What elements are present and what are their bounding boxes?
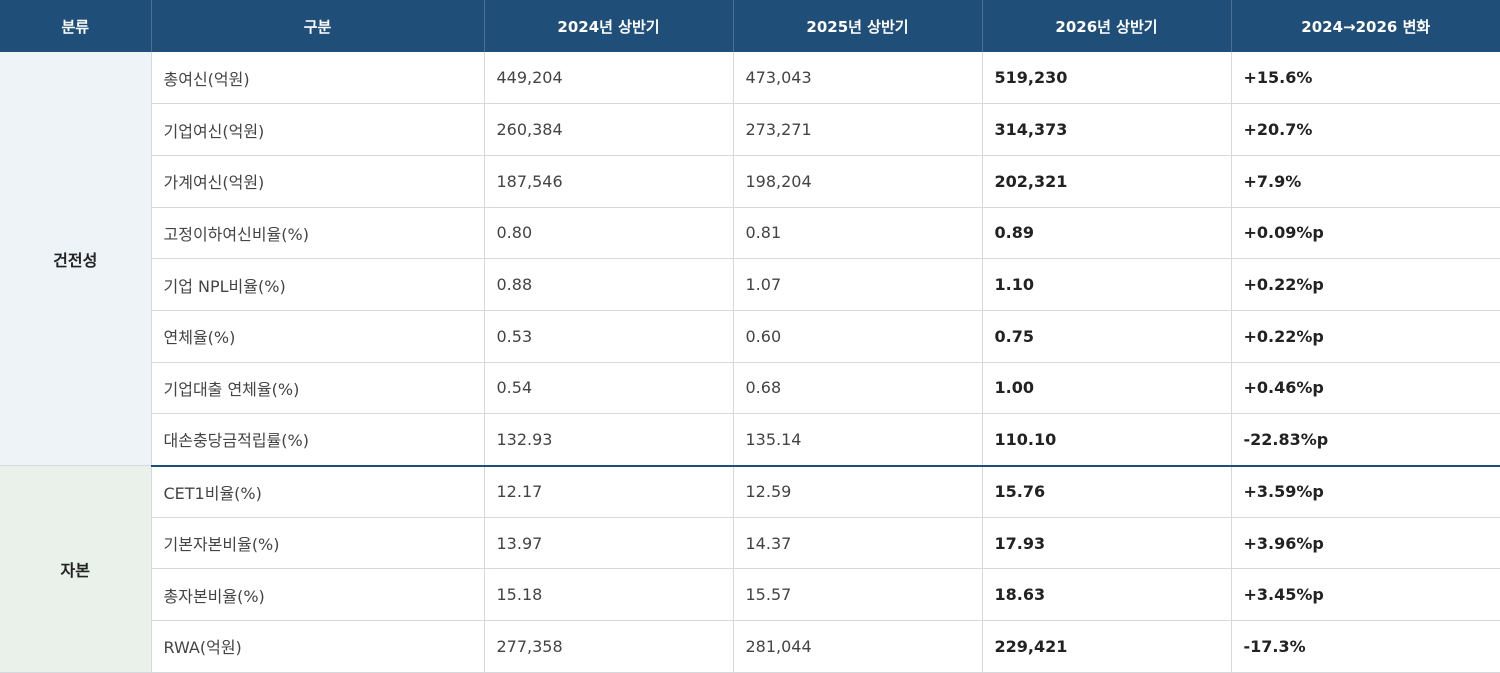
change-value: +7.9% — [1231, 155, 1500, 208]
value-2025h1: 12.59 — [733, 465, 983, 518]
value-2024h1: 15.18 — [484, 568, 734, 622]
value-2025h1: 273,271 — [733, 103, 983, 156]
value-2024h1: 0.53 — [484, 310, 734, 363]
value-2024h1: 0.80 — [484, 207, 734, 260]
item-label: 기업대출 연체율(%) — [151, 362, 485, 415]
value-2025h1: 198,204 — [733, 155, 983, 208]
item-label: 고정이하여신비율(%) — [151, 207, 485, 260]
value-2024h1: 12.17 — [484, 465, 734, 518]
item-label: 대손충당금적립률(%) — [151, 413, 485, 467]
table-row: 고정이하여신비율(%) 0.80 0.81 0.89 +0.09%p — [0, 207, 1500, 260]
item-label: 총자본비율(%) — [151, 568, 485, 622]
value-2025h1: 0.68 — [733, 362, 983, 415]
table-row: 총자본비율(%) 15.18 15.57 18.63 +3.45%p — [0, 568, 1500, 622]
header-change: 2024→2026 변화 — [1231, 0, 1500, 52]
value-2026h1: 0.75 — [982, 310, 1232, 363]
change-value: -17.3% — [1231, 620, 1500, 673]
value-2024h1: 0.54 — [484, 362, 734, 415]
table-row: 기업여신(억원) 260,384 273,271 314,373 +20.7% — [0, 103, 1500, 156]
value-2024h1: 449,204 — [484, 52, 734, 105]
value-2024h1: 0.88 — [484, 258, 734, 311]
header-item: 구분 — [151, 0, 485, 52]
value-2026h1: 519,230 — [982, 52, 1232, 105]
table-row: 기본자본비율(%) 13.97 14.37 17.93 +3.96%p — [0, 517, 1500, 570]
change-value: -22.83%p — [1231, 413, 1500, 467]
value-2025h1: 1.07 — [733, 258, 983, 311]
value-2025h1: 14.37 — [733, 517, 983, 570]
header-row: 분류 구분 2024년 상반기 2025년 상반기 2026년 상반기 2024… — [0, 0, 1500, 52]
item-label: 기본자본비율(%) — [151, 517, 485, 570]
value-2024h1: 187,546 — [484, 155, 734, 208]
value-2026h1: 18.63 — [982, 568, 1232, 622]
value-2026h1: 1.10 — [982, 258, 1232, 311]
value-2026h1: 17.93 — [982, 517, 1232, 570]
value-2026h1: 15.76 — [982, 465, 1232, 518]
value-2024h1: 13.97 — [484, 517, 734, 570]
header-category: 분류 — [0, 0, 152, 52]
value-2025h1: 15.57 — [733, 568, 983, 622]
item-label: 가계여신(억원) — [151, 155, 485, 208]
item-label: RWA(억원) — [151, 620, 485, 673]
value-2026h1: 229,421 — [982, 620, 1232, 673]
table-row: RWA(억원) 277,358 281,044 229,421 -17.3% — [0, 620, 1500, 673]
table-row: 건전성 총여신(억원) 449,204 473,043 519,230 +15.6% — [0, 52, 1500, 466]
header-2026h1: 2026년 상반기 — [982, 0, 1232, 52]
change-value: +0.22%p — [1231, 258, 1500, 311]
item-label: 기업 NPL비율(%) — [151, 258, 485, 311]
value-2026h1: 1.00 — [982, 362, 1232, 415]
value-2026h1: 110.10 — [982, 413, 1232, 467]
change-value: +3.96%p — [1231, 517, 1500, 570]
value-2026h1: 202,321 — [982, 155, 1232, 208]
change-value: +0.22%p — [1231, 310, 1500, 363]
item-label: 연체율(%) — [151, 310, 485, 363]
change-value: +0.09%p — [1231, 207, 1500, 260]
item-label: 총여신(억원) — [151, 52, 485, 105]
value-2026h1: 314,373 — [982, 103, 1232, 156]
value-2025h1: 0.60 — [733, 310, 983, 363]
change-value: +15.6% — [1231, 52, 1500, 105]
value-2024h1: 277,358 — [484, 620, 734, 673]
value-2026h1: 0.89 — [982, 207, 1232, 260]
change-value: +20.7% — [1231, 103, 1500, 156]
change-value: +3.59%p — [1231, 465, 1500, 518]
value-2025h1: 135.14 — [733, 413, 983, 467]
value-2024h1: 132.93 — [484, 413, 734, 467]
table-row: 기업대출 연체율(%) 0.54 0.68 1.00 +0.46%p — [0, 362, 1500, 415]
category-cell: 건전성 — [0, 52, 152, 466]
table-row: 가계여신(억원) 187,546 198,204 202,321 +7.9% — [0, 155, 1500, 208]
table-row: 연체율(%) 0.53 0.60 0.75 +0.22%p — [0, 310, 1500, 363]
category-cell: 자본 — [0, 465, 152, 673]
item-label: 기업여신(억원) — [151, 103, 485, 156]
header-2024h1: 2024년 상반기 — [484, 0, 734, 52]
item-label: CET1비율(%) — [151, 465, 485, 518]
value-2025h1: 473,043 — [733, 52, 983, 105]
table-row: 기업 NPL비율(%) 0.88 1.07 1.10 +0.22%p — [0, 258, 1500, 311]
header-2025h1: 2025년 상반기 — [733, 0, 983, 52]
value-2025h1: 281,044 — [733, 620, 983, 673]
value-2024h1: 260,384 — [484, 103, 734, 156]
table-row: 대손충당금적립률(%) 132.93 135.14 110.10 -22.83%p — [0, 413, 1500, 467]
change-value: +3.45%p — [1231, 568, 1500, 622]
change-value: +0.46%p — [1231, 362, 1500, 415]
value-2025h1: 0.81 — [733, 207, 983, 260]
table-row: 자본 CET1비율(%) 12.17 12.59 15.76 +3.59%p — [0, 465, 1500, 673]
